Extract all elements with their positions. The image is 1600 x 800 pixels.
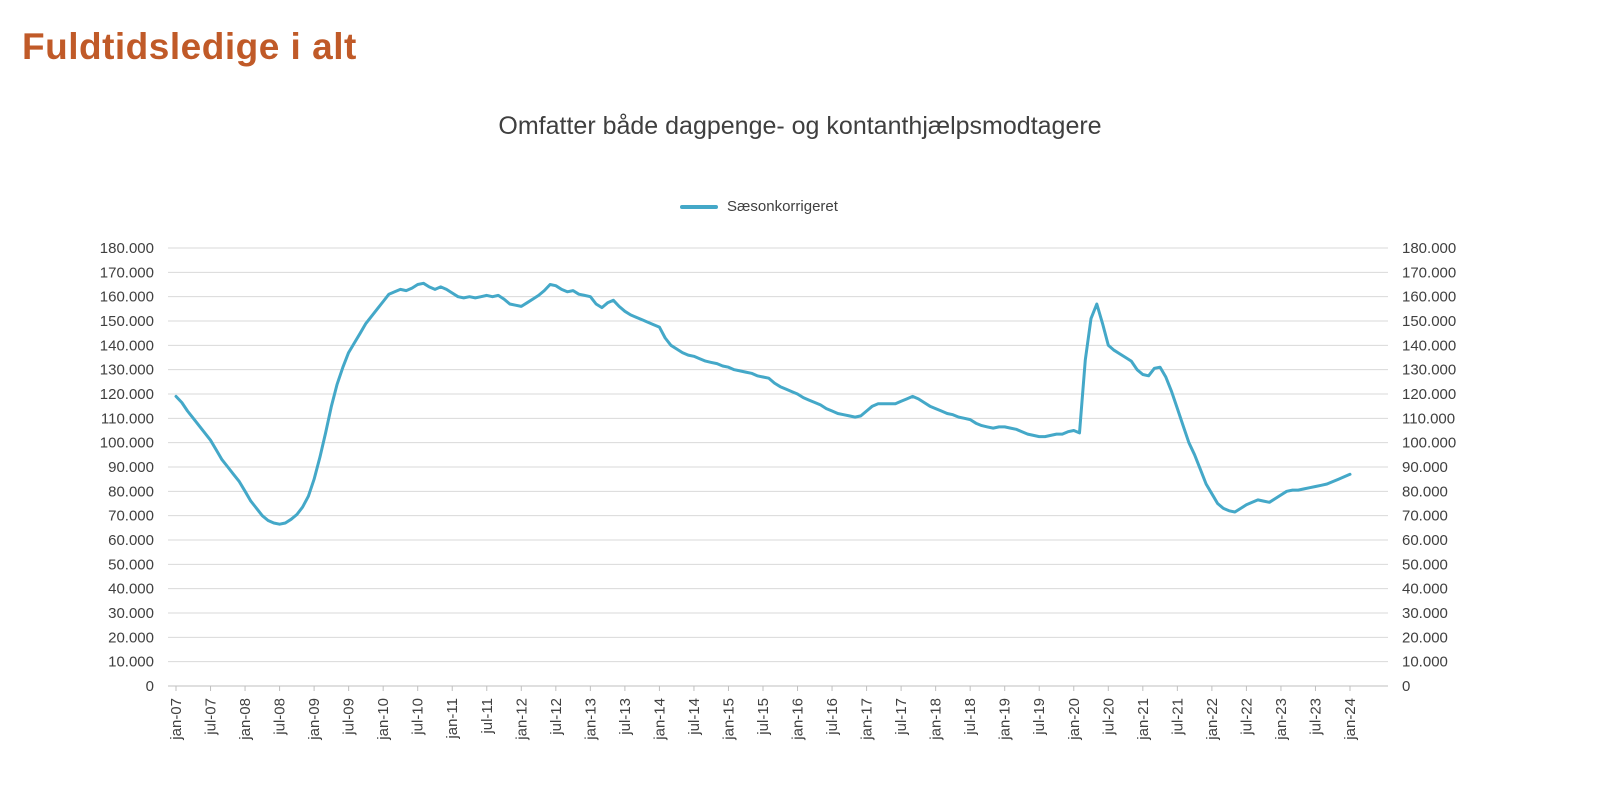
x-axis-label: jul-16 bbox=[824, 698, 841, 736]
y-axis-label-left: 150.000 bbox=[100, 313, 154, 330]
x-axis-label: jan-21 bbox=[1135, 698, 1152, 741]
x-axis-label: jan-15 bbox=[720, 698, 737, 741]
chart-legend: Sæsonkorrigeret bbox=[168, 198, 1350, 215]
y-axis-label-right: 10.000 bbox=[1402, 654, 1448, 671]
y-axis-label-left: 50.000 bbox=[108, 556, 154, 573]
x-axis-label: jan-09 bbox=[306, 698, 323, 741]
y-axis-label-left: 90.000 bbox=[108, 459, 154, 476]
x-axis-label: jul-20 bbox=[1100, 698, 1117, 736]
legend-series-line-icon bbox=[680, 204, 719, 209]
y-axis-label-left: 100.000 bbox=[100, 435, 154, 452]
y-axis-label-left: 40.000 bbox=[108, 581, 154, 598]
y-axis-label-left: 30.000 bbox=[108, 605, 154, 622]
y-axis-label-left: 140.000 bbox=[100, 337, 154, 354]
y-axis-label-right: 140.000 bbox=[1402, 337, 1456, 354]
x-axis-label: jan-17 bbox=[859, 698, 876, 741]
y-axis-label-right: 100.000 bbox=[1402, 435, 1456, 452]
y-axis-label-left: 80.000 bbox=[108, 483, 154, 500]
y-axis-label-right: 120.000 bbox=[1402, 386, 1456, 403]
y-axis-label-right: 70.000 bbox=[1402, 508, 1448, 525]
y-axis-label-right: 130.000 bbox=[1402, 362, 1456, 379]
y-axis-label-right: 80.000 bbox=[1402, 483, 1448, 500]
x-axis-label: jan-07 bbox=[168, 698, 185, 741]
chart-subtitle: Omfatter både dagpenge- og kontanthjælps… bbox=[498, 112, 1102, 140]
x-axis-label: jul-13 bbox=[617, 698, 634, 736]
x-axis-label: jan-08 bbox=[237, 698, 254, 741]
y-axis-label-right: 30.000 bbox=[1402, 605, 1448, 622]
y-axis-label-left: 120.000 bbox=[100, 386, 154, 403]
x-axis-label: jan-22 bbox=[1204, 698, 1221, 741]
y-axis-label-left: 60.000 bbox=[108, 532, 154, 549]
y-axis-label-right: 60.000 bbox=[1402, 532, 1448, 549]
y-axis-label-left: 70.000 bbox=[108, 508, 154, 525]
x-axis-label: jul-23 bbox=[1307, 698, 1324, 736]
x-axis-label: jul-18 bbox=[962, 698, 979, 736]
series-line-saesonkorrigeret bbox=[174, 281, 1352, 526]
y-axis-label-right: 180.000 bbox=[1402, 240, 1456, 257]
x-axis-label: jan-14 bbox=[651, 698, 668, 741]
y-axis-label-right: 50.000 bbox=[1402, 556, 1448, 573]
x-axis-label: jan-13 bbox=[582, 698, 599, 741]
y-axis-label-left: 170.000 bbox=[100, 264, 154, 281]
y-axis-label-right: 150.000 bbox=[1402, 313, 1456, 330]
x-axis-label: jul-14 bbox=[686, 698, 703, 736]
x-axis-label: jul-09 bbox=[341, 698, 358, 736]
x-axis-label: jul-15 bbox=[755, 698, 772, 736]
y-axis-label-left: 160.000 bbox=[100, 289, 154, 306]
y-axis-label-right: 110.000 bbox=[1402, 410, 1455, 427]
x-axis-label: jan-11 bbox=[444, 698, 461, 740]
y-axis-label-left: 0 bbox=[146, 678, 154, 695]
x-axis-label: jan-18 bbox=[928, 698, 945, 741]
x-axis-label: jan-20 bbox=[1066, 698, 1083, 741]
y-axis-label-right: 160.000 bbox=[1402, 289, 1456, 306]
y-axis-label-left: 10.000 bbox=[108, 654, 154, 671]
x-axis-label: jan-24 bbox=[1342, 698, 1359, 741]
y-axis-label-right: 40.000 bbox=[1402, 581, 1448, 598]
x-axis-label: jan-16 bbox=[790, 698, 807, 741]
page-title: Fuldtidsledige i alt bbox=[22, 26, 357, 67]
y-axis-label-left: 110.000 bbox=[101, 410, 154, 427]
x-axis-label: jan-12 bbox=[513, 698, 530, 741]
x-axis-label: jul-19 bbox=[1031, 698, 1048, 736]
y-axis-label-right: 170.000 bbox=[1402, 264, 1456, 281]
y-axis-label-left: 180.000 bbox=[100, 240, 154, 257]
y-axis-label-left: 130.000 bbox=[100, 362, 154, 379]
y-axis-label-left: 20.000 bbox=[108, 629, 154, 646]
x-axis-label: jan-23 bbox=[1273, 698, 1290, 741]
legend-series-label: Sæsonkorrigeret bbox=[727, 198, 838, 215]
x-axis-label: jan-10 bbox=[375, 698, 392, 741]
y-axis-label-right: 90.000 bbox=[1402, 459, 1448, 476]
y-axis-label-right: 0 bbox=[1402, 678, 1410, 695]
x-axis-label: jul-07 bbox=[203, 698, 220, 736]
y-axis-label-right: 20.000 bbox=[1402, 629, 1448, 646]
x-axis-label: jul-12 bbox=[548, 698, 565, 736]
x-axis-label: jul-08 bbox=[272, 698, 289, 736]
x-axis-label: jul-17 bbox=[893, 698, 910, 736]
x-axis-label: jan-19 bbox=[997, 698, 1014, 741]
x-axis-label: jul-21 bbox=[1169, 698, 1186, 736]
x-axis-label: jul-22 bbox=[1238, 698, 1255, 736]
x-axis-label: jul-10 bbox=[410, 698, 427, 736]
x-axis-label: jul-11 bbox=[479, 698, 496, 735]
